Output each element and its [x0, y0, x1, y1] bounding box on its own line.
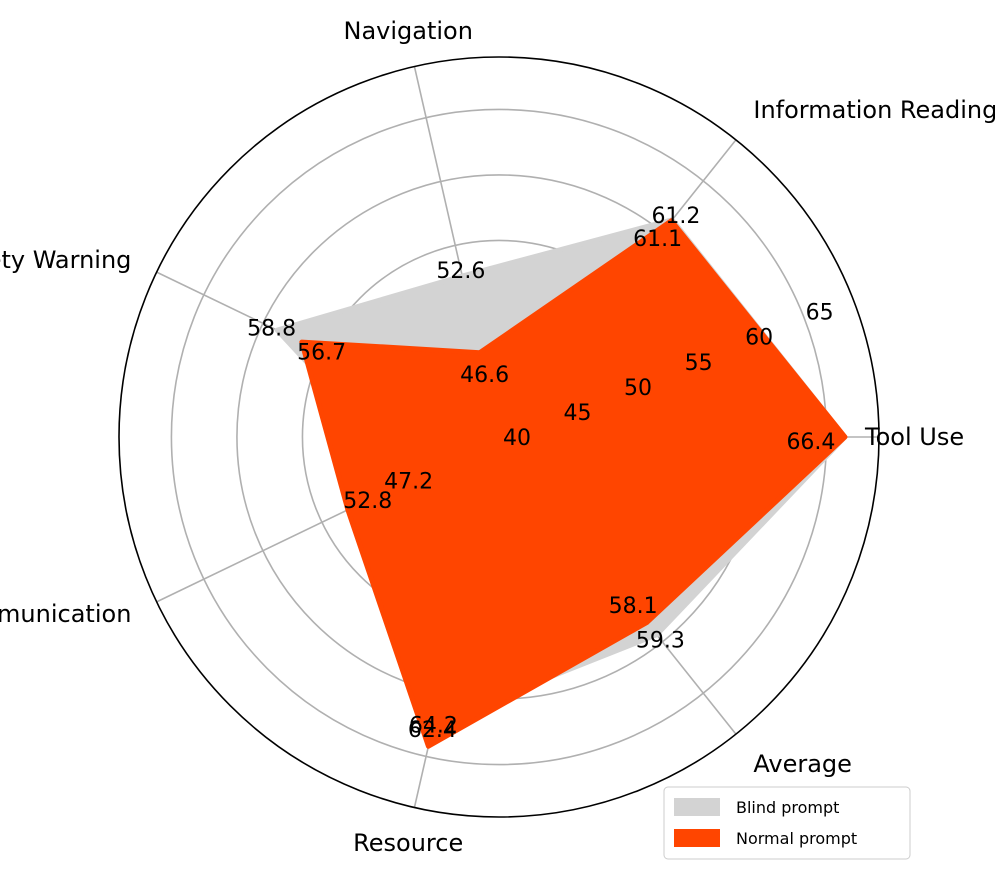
series-area-normal-prompt [299, 218, 848, 749]
tick-label-55: 55 [685, 351, 713, 376]
value-label-normal-prompt-safety-warning: 56.7 [297, 341, 346, 366]
value-label-blind-prompt-navigation: 52.6 [436, 259, 485, 284]
axis-labels: Tool Use Information Reading Navigation Saf… [0, 17, 995, 857]
legend-label-normal: Normal prompt [736, 829, 857, 848]
tick-label-40: 40 [503, 426, 531, 451]
tick-label-65: 65 [806, 301, 834, 326]
legend-swatch-normal [674, 829, 720, 847]
axis-label-navigation: Navigation [343, 17, 472, 45]
radar-series [274, 217, 848, 749]
value-label-normal-prompt-average: 58.1 [609, 594, 658, 619]
radial-tick-labels: 40 45 50 55 60 65 [503, 301, 834, 451]
value-label-normal-prompt-information-reading: 61.1 [633, 227, 682, 252]
radar-frame [118, 56, 880, 818]
value-label-blind-prompt-safety-warning: 58.8 [247, 317, 296, 342]
value-label-blind-prompt-tool-use: 66.4 [786, 430, 835, 455]
axis-label-information-reading: Information Reading [753, 96, 995, 124]
value-label-blind-prompt-information-reading: 61.2 [651, 204, 700, 229]
tick-label-45: 45 [564, 401, 592, 426]
legend-swatch-blind [674, 798, 720, 816]
axis-label-communication: Communication [0, 600, 131, 628]
value-label-normal-prompt-communication: 52.8 [343, 489, 392, 514]
value-label-blind-prompt-communication: 47.2 [384, 470, 433, 495]
legend-frame [663, 786, 911, 860]
axis-label-tool-use: Tool Use [864, 423, 964, 451]
legend: Blind prompt Normal prompt [663, 786, 911, 860]
value-label-normal-prompt-navigation: 46.6 [460, 363, 509, 388]
tick-label-50: 50 [624, 376, 652, 401]
data-value-labels: 66.4 61.2 52.6 58.8 47.2 62.4 59.3 61.1 46.6 56.7… [247, 204, 835, 743]
legend-label-blind: Blind prompt [736, 798, 839, 817]
tick-label-60: 60 [745, 326, 773, 351]
value-label-normal-prompt-resource: 64.2 [409, 714, 458, 739]
value-label-blind-prompt-average: 59.3 [636, 628, 685, 653]
axis-label-resource: Resource [353, 829, 463, 857]
axis-label-average: Average [753, 750, 852, 778]
axis-label-safety-warning: Safety Warning [0, 246, 131, 274]
value-label-blind-prompt-resource: 62.4 [408, 718, 457, 743]
